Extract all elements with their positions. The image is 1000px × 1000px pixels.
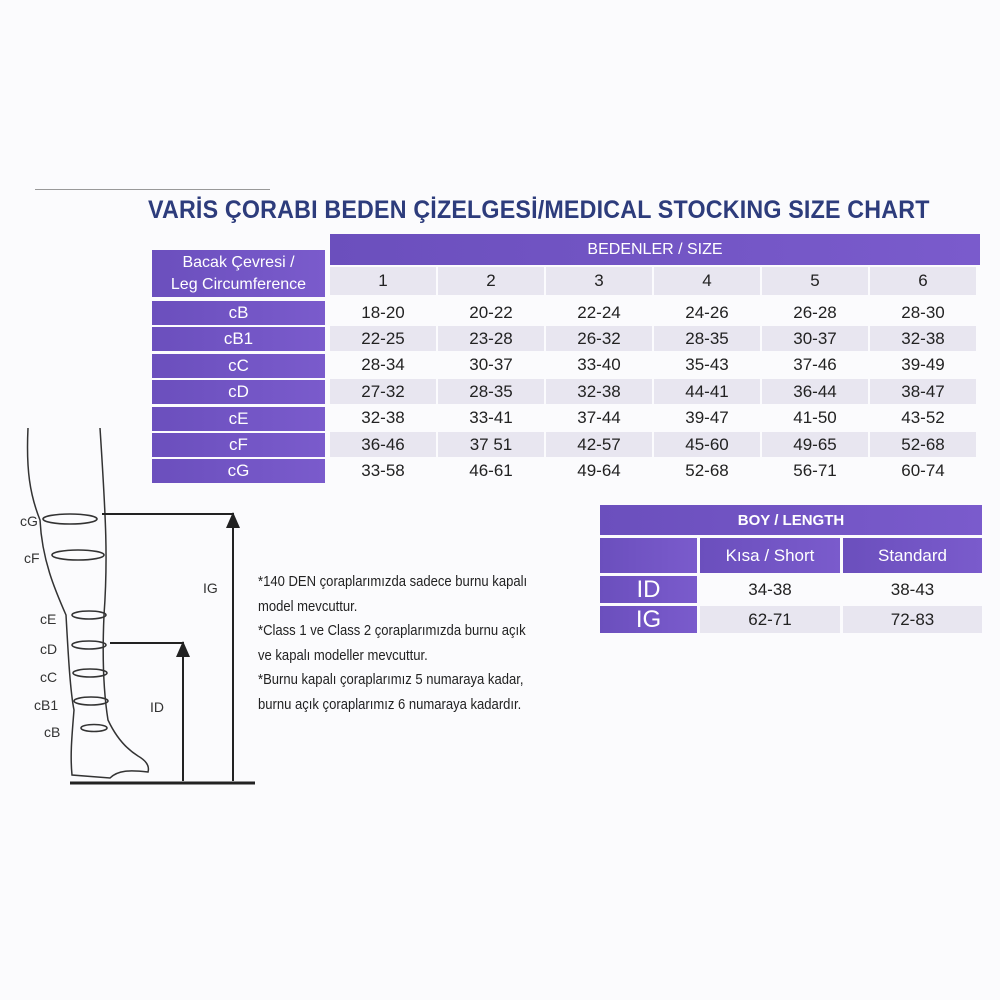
- length-header: BOY / LENGTH: [600, 505, 982, 535]
- size-cell: 36-44: [762, 379, 868, 405]
- size-cell: 30-37: [469, 355, 513, 375]
- note-line: *Class 1 ve Class 2 çoraplarımızda burnu…: [258, 623, 526, 639]
- size-cell: 43-52: [901, 408, 945, 428]
- ig-label: IG: [203, 580, 218, 596]
- size-cell: 22-25: [330, 326, 436, 352]
- diagram-label: cC: [40, 669, 57, 685]
- row-label: cB1: [152, 327, 325, 352]
- size-cell: 33-58: [361, 460, 405, 480]
- size-cell: 28-35: [438, 379, 544, 405]
- length-cell: 38-43: [890, 579, 935, 599]
- row-label: cD: [152, 380, 325, 405]
- corner-label: Leg Circumference: [170, 275, 307, 293]
- length-row-label: ID: [600, 576, 697, 603]
- divider: [35, 189, 270, 190]
- notes: *140 DEN çoraplarımızda sadece burnu kap…: [258, 570, 546, 717]
- size-header: 6: [870, 267, 976, 295]
- size-cell: 39-47: [685, 408, 729, 428]
- note-line: burnu açık çoraplarımız 6 numaraya kadar…: [258, 696, 522, 713]
- note-line: *Burnu kapalı çoraplarımız 5 numaraya ka…: [258, 672, 524, 688]
- diagram-label: cG: [20, 513, 38, 529]
- size-cell: 35-43: [685, 355, 729, 375]
- size-cell: 33-40: [577, 355, 621, 375]
- diagram-label: cB1: [34, 697, 58, 713]
- size-cell: 33-41: [469, 408, 513, 428]
- size-header: 2: [438, 267, 544, 295]
- size-cell: 28-30: [901, 302, 945, 322]
- size-cell: 45-60: [654, 432, 760, 457]
- size-cell: 32-38: [546, 379, 652, 405]
- length-corner: [600, 538, 697, 573]
- size-cell: 49-64: [577, 460, 621, 480]
- size-cell: 56-71: [793, 460, 837, 480]
- note-line: model mevcuttur.: [258, 598, 358, 615]
- size-cell: 36-46: [330, 432, 436, 457]
- length-cell: 62-71: [700, 606, 840, 633]
- size-header: 5: [762, 267, 868, 295]
- size-header: 3: [546, 267, 652, 295]
- size-cell: 52-68: [870, 432, 976, 457]
- diagram-label: cF: [24, 550, 40, 566]
- size-cell: 44-41: [654, 379, 760, 405]
- page-title: VARİS ÇORABI BEDEN ÇİZELGESİ/MEDICAL STO…: [148, 196, 930, 224]
- diagram-label: cB: [44, 724, 60, 740]
- size-cell: 24-26: [685, 302, 729, 322]
- size-cell: 46-61: [469, 460, 513, 480]
- length-col-header: Kısa / Short: [700, 538, 840, 573]
- size-cell: 18-20: [361, 302, 405, 322]
- size-cell: 20-22: [469, 302, 513, 322]
- size-cell: 37-46: [793, 355, 837, 375]
- size-cell: 39-49: [901, 355, 945, 375]
- corner-header: Bacak Çevresi / Leg Circumference: [152, 250, 325, 297]
- row-label: cB: [152, 301, 325, 325]
- length-cell: 72-83: [843, 606, 982, 633]
- row-label: cG: [152, 459, 325, 484]
- size-cell: 42-57: [546, 432, 652, 457]
- size-cell: 26-28: [793, 302, 837, 322]
- size-cell: 22-24: [577, 302, 621, 322]
- ig-arrow-icon: [226, 512, 240, 528]
- length-row-label: IG: [600, 606, 697, 633]
- size-header: 4: [654, 267, 760, 295]
- size-cell: 28-34: [361, 355, 405, 375]
- corner-label: Bacak Çevresi /: [182, 253, 295, 271]
- size-cell: 38-47: [870, 379, 976, 405]
- size-cell: 49-65: [762, 432, 868, 457]
- size-cell: 27-32: [330, 379, 436, 405]
- note-line: ve kapalı modeller mevcuttur.: [258, 647, 428, 664]
- size-cell: 52-68: [685, 460, 729, 480]
- size-cell: 32-38: [870, 326, 976, 352]
- size-header: 1: [330, 267, 436, 295]
- size-cell: 32-38: [361, 408, 405, 428]
- diagram-label: cD: [40, 641, 57, 657]
- size-cell: 60-74: [901, 460, 945, 480]
- length-col-header: Standard: [843, 538, 982, 573]
- row-label: cE: [152, 406, 325, 431]
- size-cell: 26-32: [546, 326, 652, 352]
- row-label: cC: [152, 353, 325, 378]
- id-arrow-icon: [176, 641, 190, 657]
- size-cell: 30-37: [762, 326, 868, 352]
- length-cell: 34-38: [748, 579, 792, 599]
- size-cell: 23-28: [438, 326, 544, 352]
- size-group-header: BEDENLER / SIZE: [330, 234, 980, 265]
- id-label: ID: [150, 699, 164, 715]
- diagram-label: cE: [40, 611, 56, 627]
- size-cell: 41-50: [793, 408, 837, 428]
- size-cell: 37 51: [438, 432, 544, 457]
- note-line: *140 DEN çoraplarımızda sadece burnu kap…: [258, 574, 528, 590]
- size-cell: 37-44: [577, 408, 621, 428]
- row-label: cF: [152, 433, 325, 457]
- size-cell: 28-35: [654, 326, 760, 352]
